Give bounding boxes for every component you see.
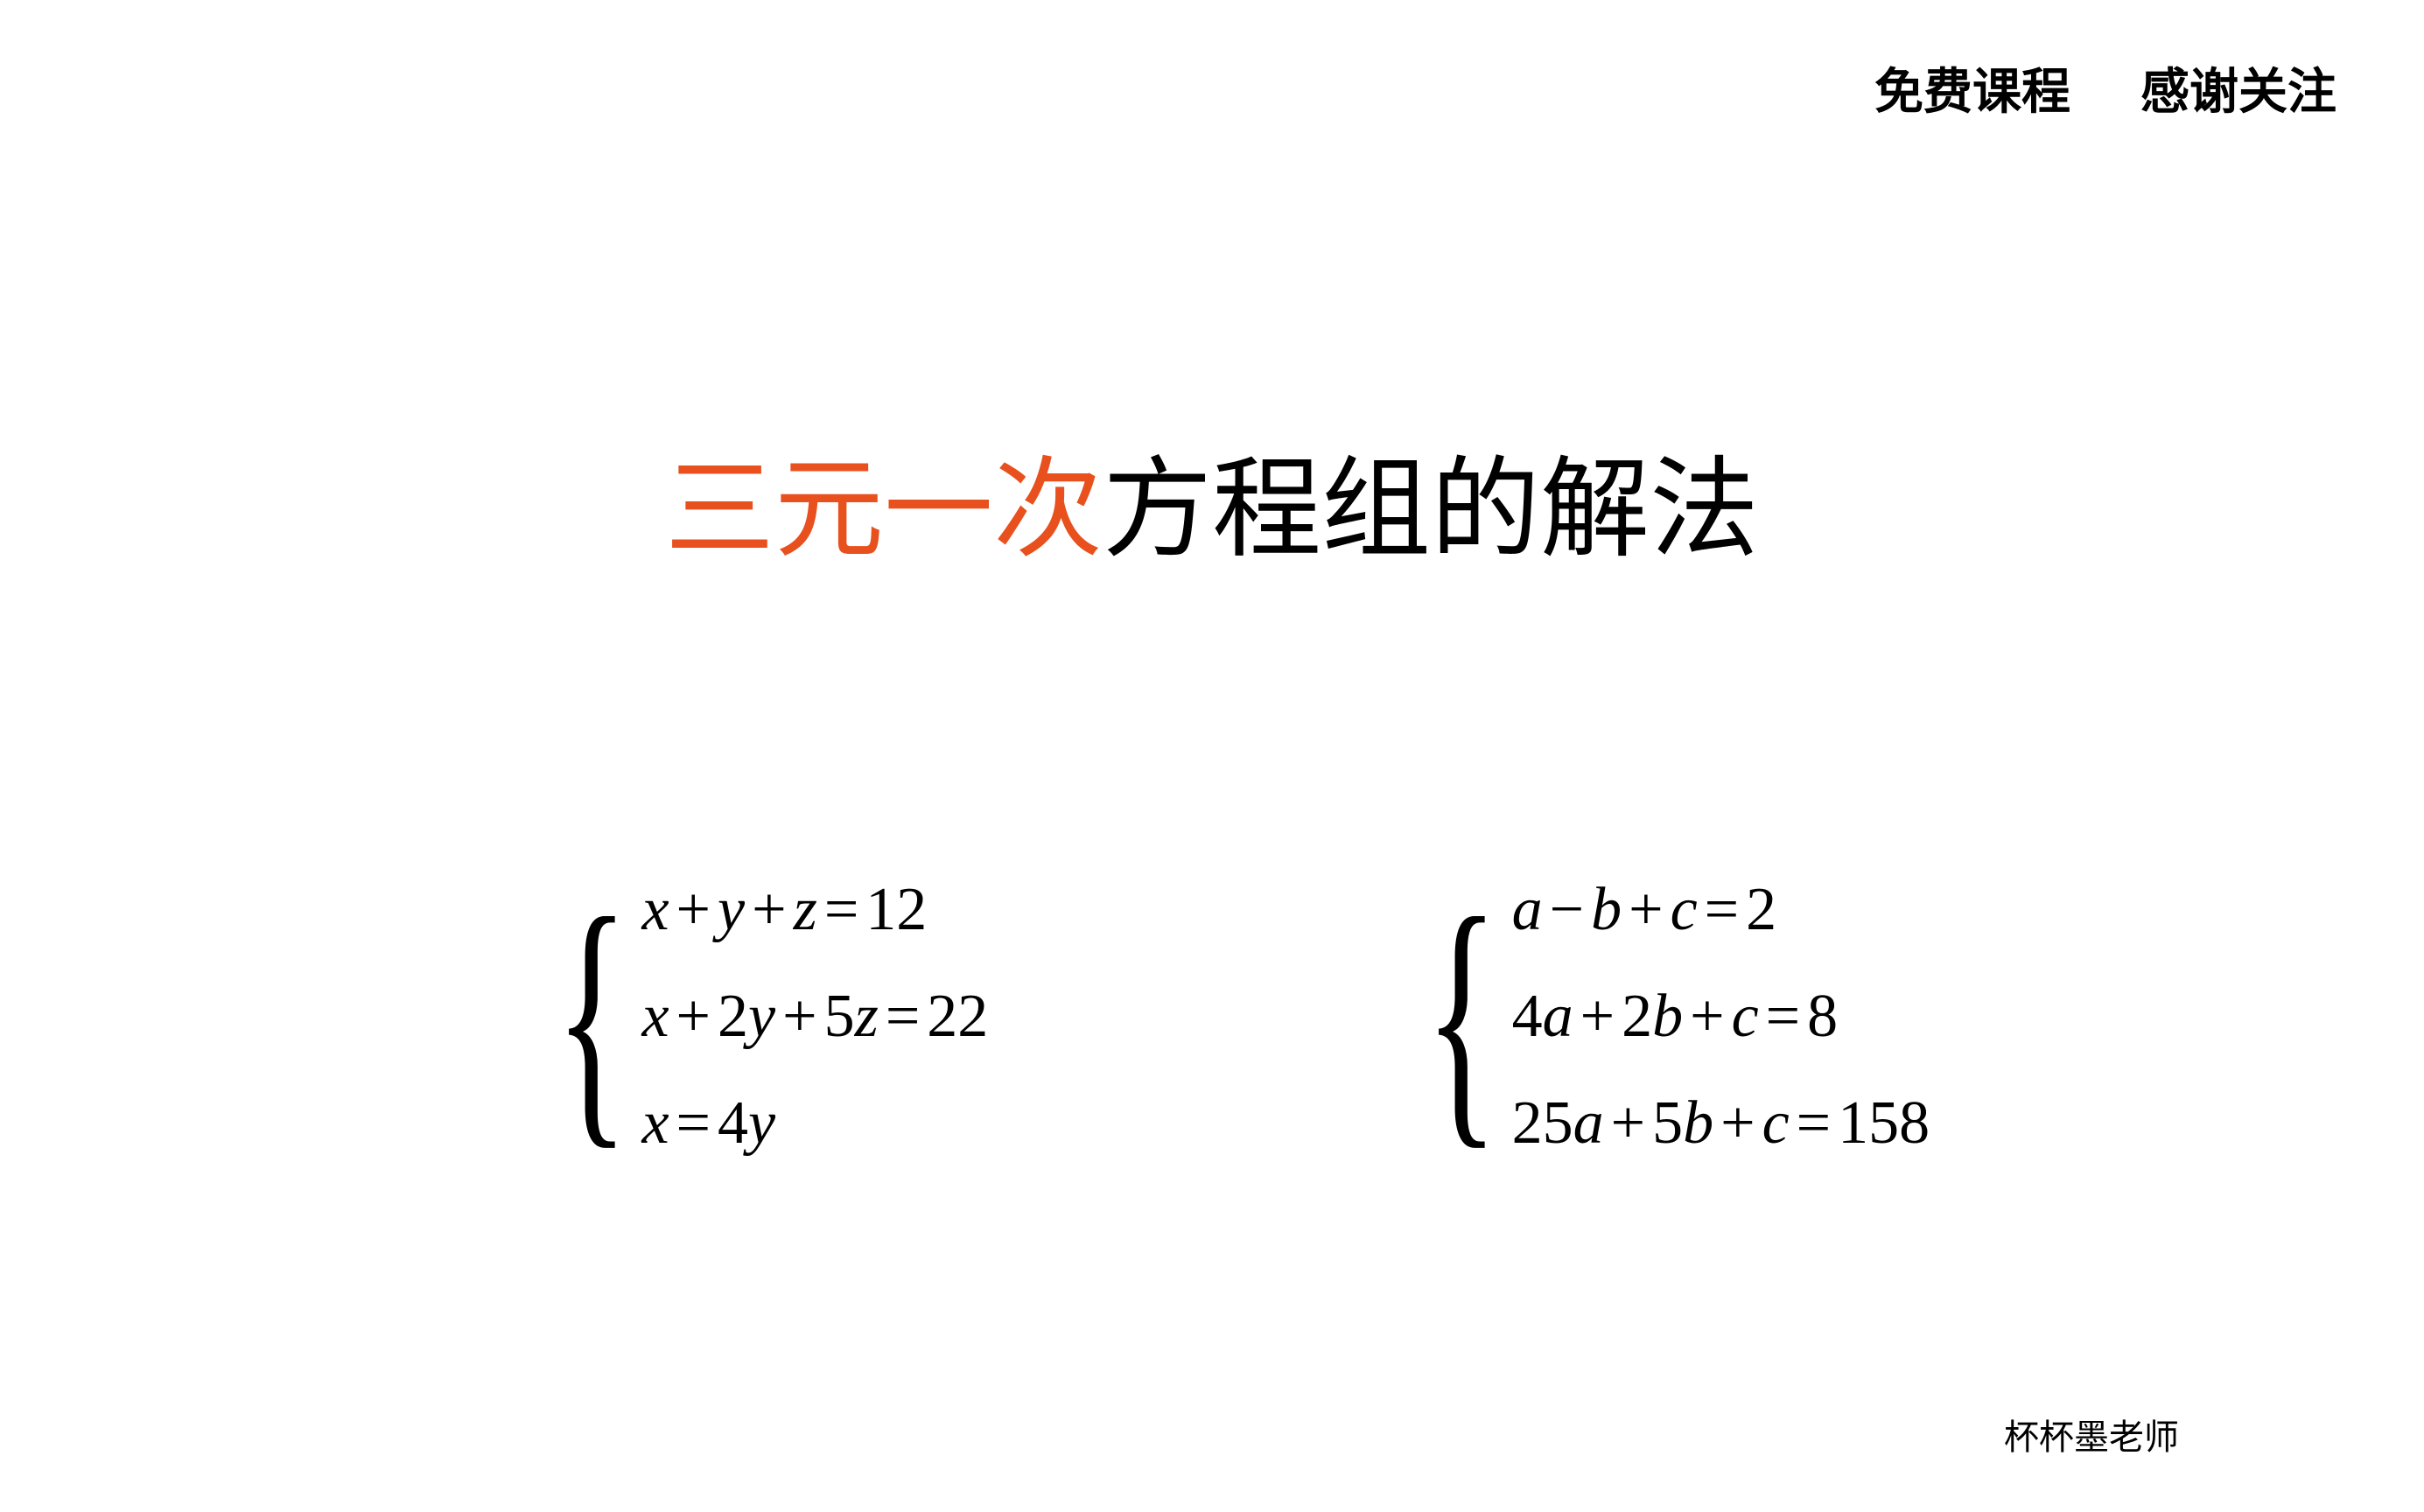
equation-lines-2: a−b+c=2 4a+2b+c=8 25a+5b+c=158 <box>1512 875 1930 1158</box>
equation-1-line-2: x+2y+5z=22 <box>641 982 988 1052</box>
equations-container: { x+y+z=12 x+2y+5z=22 x=4y { a−b+c=2 4a+… <box>0 875 2424 1158</box>
header-free-course: 免费课程 <box>1874 52 2070 123</box>
page-title: 三元一次方程组的解法 <box>665 420 1759 578</box>
equation-system-2: { a−b+c=2 4a+2b+c=8 25a+5b+c=158 <box>1364 875 1930 1158</box>
equation-2-line-3: 25a+5b+c=158 <box>1512 1088 1930 1158</box>
equation-lines-1: x+y+z=12 x+2y+5z=22 x=4y <box>641 875 988 1158</box>
equation-1-line-1: x+y+z=12 <box>641 875 988 945</box>
equation-2-line-2: 4a+2b+c=8 <box>1512 982 1930 1052</box>
header-thanks: 感谢关注 <box>2140 52 2336 123</box>
equation-2-line-1: a−b+c=2 <box>1512 875 1930 945</box>
brace-icon: { <box>1425 898 1498 1136</box>
equation-system-1: { x+y+z=12 x+2y+5z=22 x=4y <box>494 875 988 1158</box>
footer-author: 杯杯墨老师 <box>2004 1409 2179 1460</box>
brace-icon: { <box>555 898 628 1136</box>
header: 免费课程 感谢关注 <box>1874 52 2336 123</box>
equation-1-line-3: x=4y <box>641 1088 988 1158</box>
title-normal: 方程组的解法 <box>1103 451 1759 571</box>
title-highlight: 三元一次 <box>665 451 1103 571</box>
